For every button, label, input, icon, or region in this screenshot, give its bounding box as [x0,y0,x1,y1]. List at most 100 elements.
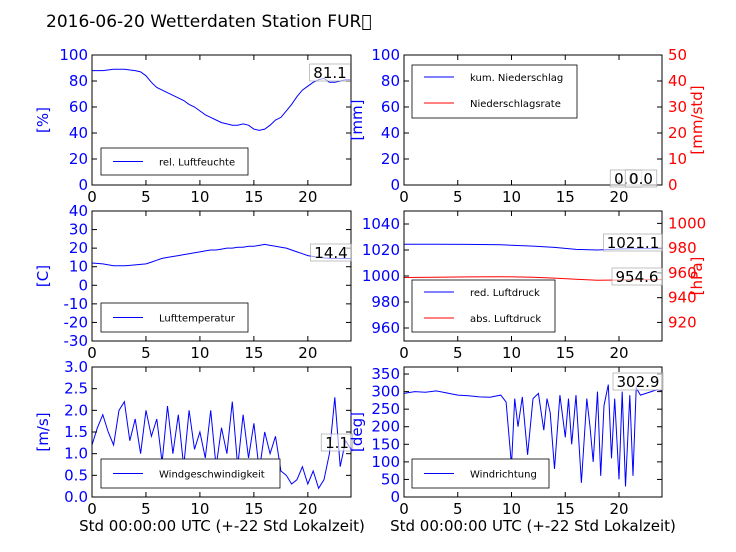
y-tick-label-right: 980 [668,239,697,257]
x-tick-label: 10 [190,188,209,206]
y-tick-label: 20 [69,239,88,257]
y-axis-label: [mm] [348,100,366,141]
legend-label: Lufttemperatur [159,314,236,325]
y-axis-label: [C] [34,265,52,287]
y-tick-label: 40 [381,124,400,142]
y-tick-label: 1.5 [64,423,88,441]
y-tick-label: 20 [69,150,88,168]
series-line-0 [92,243,351,267]
y-tick-label: 350 [371,365,400,383]
plot-frame [403,54,663,186]
x-tick-label: 20 [298,188,317,206]
x-tick-label: 20 [609,188,628,206]
x-tick-label: 0 [399,344,409,362]
x-tick-label: 5 [453,500,463,518]
y-tick-label: 60 [69,98,88,116]
annotation-value: 0.0 [629,170,653,188]
y-tick-label-right: 940 [668,289,697,307]
legend-label: Niederschlagsrate [470,99,561,110]
y-tick-label: 960 [371,319,400,337]
y-tick-label: 0.0 [64,488,88,506]
y-tick-label: 50 [381,470,400,488]
y-tick-label: 3.0 [64,358,88,376]
x-axis-label-right: Std 00:00:00 UTC (+-22 Std Lokalzeit) [390,517,676,535]
y-tick-label: 1020 [362,241,400,259]
plot-frame [403,366,663,498]
x-tick-label: 5 [453,344,463,362]
y-tick-label: 30 [69,221,88,239]
y-tick-label: 1040 [362,215,400,233]
y-tick-label: 250 [371,400,400,418]
y-tick-label: 100 [371,46,400,64]
x-tick-label: 5 [141,188,151,206]
panel-wind-direction: 0 5 10 15 20050100150200250300350[deg]Windri… [348,365,664,518]
annotation-value: 1.1 [325,434,349,452]
x-tick-label: 15 [556,500,575,518]
legend-label: red. Luftdruck [470,288,540,299]
x-tick-label: 20 [609,344,628,362]
legend-label: rel. Luftfeuchte [159,158,235,169]
y-tick-label-right: 0 [668,176,678,194]
x-tick-label: 20 [298,344,317,362]
y-axis-label: [deg] [348,412,366,452]
annotation-value: 954.6 [616,268,659,286]
x-tick-label: 15 [244,188,263,206]
x-tick-label: 20 [298,500,317,518]
x-tick-label: 15 [244,500,263,518]
y-tick-label-right: 1000 [668,214,706,232]
x-tick-label: 15 [556,188,575,206]
y-tick-label-right: 50 [668,46,687,64]
y-tick-label: 100 [59,46,88,64]
x-tick-label: 0 [87,500,97,518]
y-tick-label: 150 [371,435,400,453]
x-tick-label: 0 [399,188,409,206]
plot-frame [91,210,352,342]
y-tick-label: 1000 [362,267,400,285]
panel-pressure: 0 5 10 15 20 960 980 1000 1020 1040 920 940 960 980 10… [362,210,706,362]
series-line-0 [92,68,351,131]
x-tick-label: 10 [502,500,521,518]
y-tick-label: 0 [78,276,88,294]
annotation-box [603,233,663,252]
panel-humidity: 0 5 10 15 20 0 20 40 60 80 100 [%] rel. Luftfeuchte 8… [34,46,352,206]
y-tick-label-right: 10 [668,150,687,168]
legend-label: abs. Luftdruck [470,314,541,325]
y-tick-label: 980 [371,293,400,311]
y-tick-label: 200 [371,418,400,436]
x-tick-label: 15 [244,344,263,362]
y-tick-label-right: 920 [668,313,697,331]
y-tick-label: 2.5 [64,380,88,398]
y-tick-label: 60 [381,98,400,116]
x-tick-label: 0 [399,500,409,518]
x-axis-label-left: Std 00:00:00 UTC (+-22 Std Lokalzeit) [79,517,365,535]
y-tick-label: 2.0 [64,401,88,419]
y-tick-label-right: 40 [668,72,687,90]
annotation-box [612,372,664,391]
y-tick-label: 0 [390,488,400,506]
x-tick-label: 0 [87,188,97,206]
plot-frame [91,54,352,186]
y-axis-label: [%] [34,107,52,133]
y-tick-label: 10 [69,258,88,276]
x-tick-label: 10 [502,188,521,206]
x-tick-label: 10 [190,500,209,518]
figure-title: 2016-06-20 Wetterdaten Station FUR  [46,12,372,32]
y-tick-label: 80 [381,72,400,90]
y-axis-label-right: [mm/std] [688,85,706,154]
annotation-value: 81.1 [313,64,346,82]
annotation-box [611,267,663,286]
annotation-value: 1021.1 [607,234,660,252]
y-tick-label: 300 [371,383,400,401]
annotation-value: 14.4 [314,244,347,262]
y-tick-label-right: 30 [668,98,687,116]
legend-box [411,64,578,119]
series-line-0 [92,397,351,490]
annotation-value: 302.9 [617,373,660,391]
y-tick-label: 0 [78,176,88,194]
x-tick-label: 10 [190,344,209,362]
x-tick-label: 5 [141,344,151,362]
y-axis-label: [m/s] [34,412,52,451]
y-tick-label: 0.5 [64,466,88,484]
y-tick-label: -30 [64,332,89,350]
annotation-box [320,433,354,452]
